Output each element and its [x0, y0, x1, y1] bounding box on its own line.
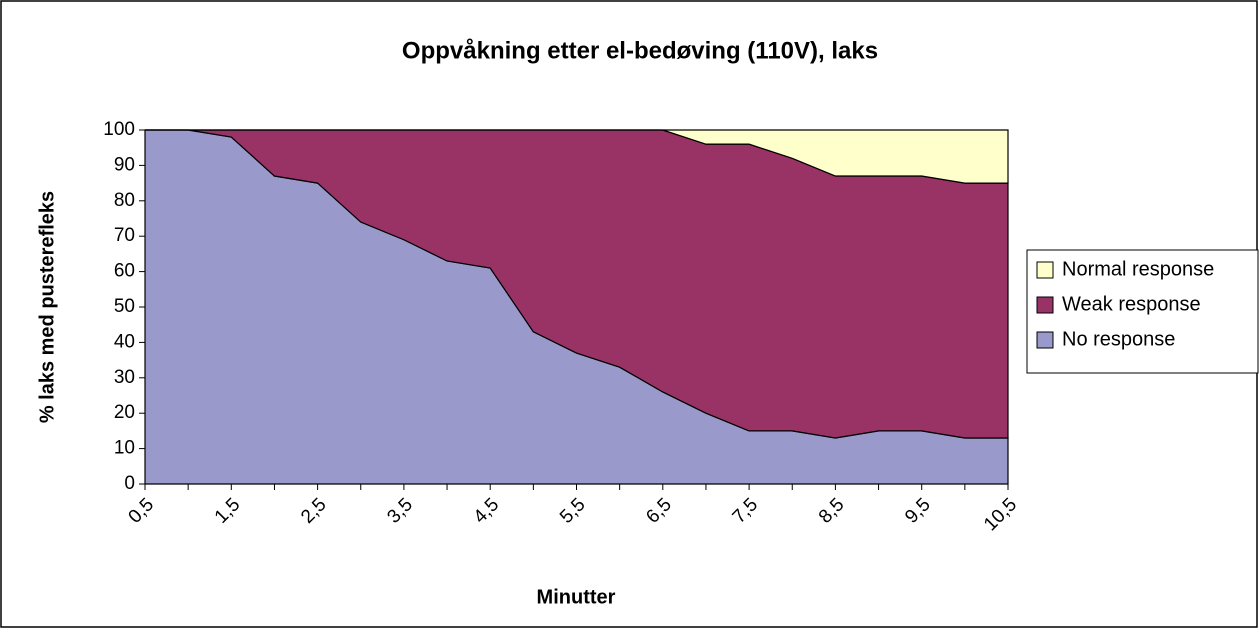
y-tick-label: 50	[114, 296, 135, 317]
y-tick-label: 90	[114, 154, 135, 175]
y-tick-label: 70	[114, 225, 135, 246]
legend-box	[1026, 249, 1259, 374]
y-tick-label: 60	[114, 261, 135, 282]
legend-swatch	[1036, 331, 1054, 349]
y-tick-label: 10	[114, 438, 135, 459]
legend-label: No response	[1062, 328, 1175, 350]
y-tick-label: 40	[114, 331, 135, 352]
legend-swatch	[1036, 296, 1054, 314]
x-axis-title: Minutter	[537, 586, 616, 608]
y-axis-title: % laks med pusterefleks	[36, 191, 58, 423]
y-tick-label: 100	[103, 119, 135, 140]
chart-title: Oppvåkning etter el-bedøving (110V), lak…	[402, 37, 878, 64]
legend-label: Normal response	[1062, 258, 1214, 280]
y-tick-label: 0	[124, 473, 135, 494]
legend-label: Weak response	[1062, 293, 1201, 315]
y-tick-label: 20	[114, 402, 135, 423]
y-tick-label: 80	[114, 190, 135, 211]
y-tick-label: 30	[114, 367, 135, 388]
legend-swatch	[1036, 261, 1054, 279]
